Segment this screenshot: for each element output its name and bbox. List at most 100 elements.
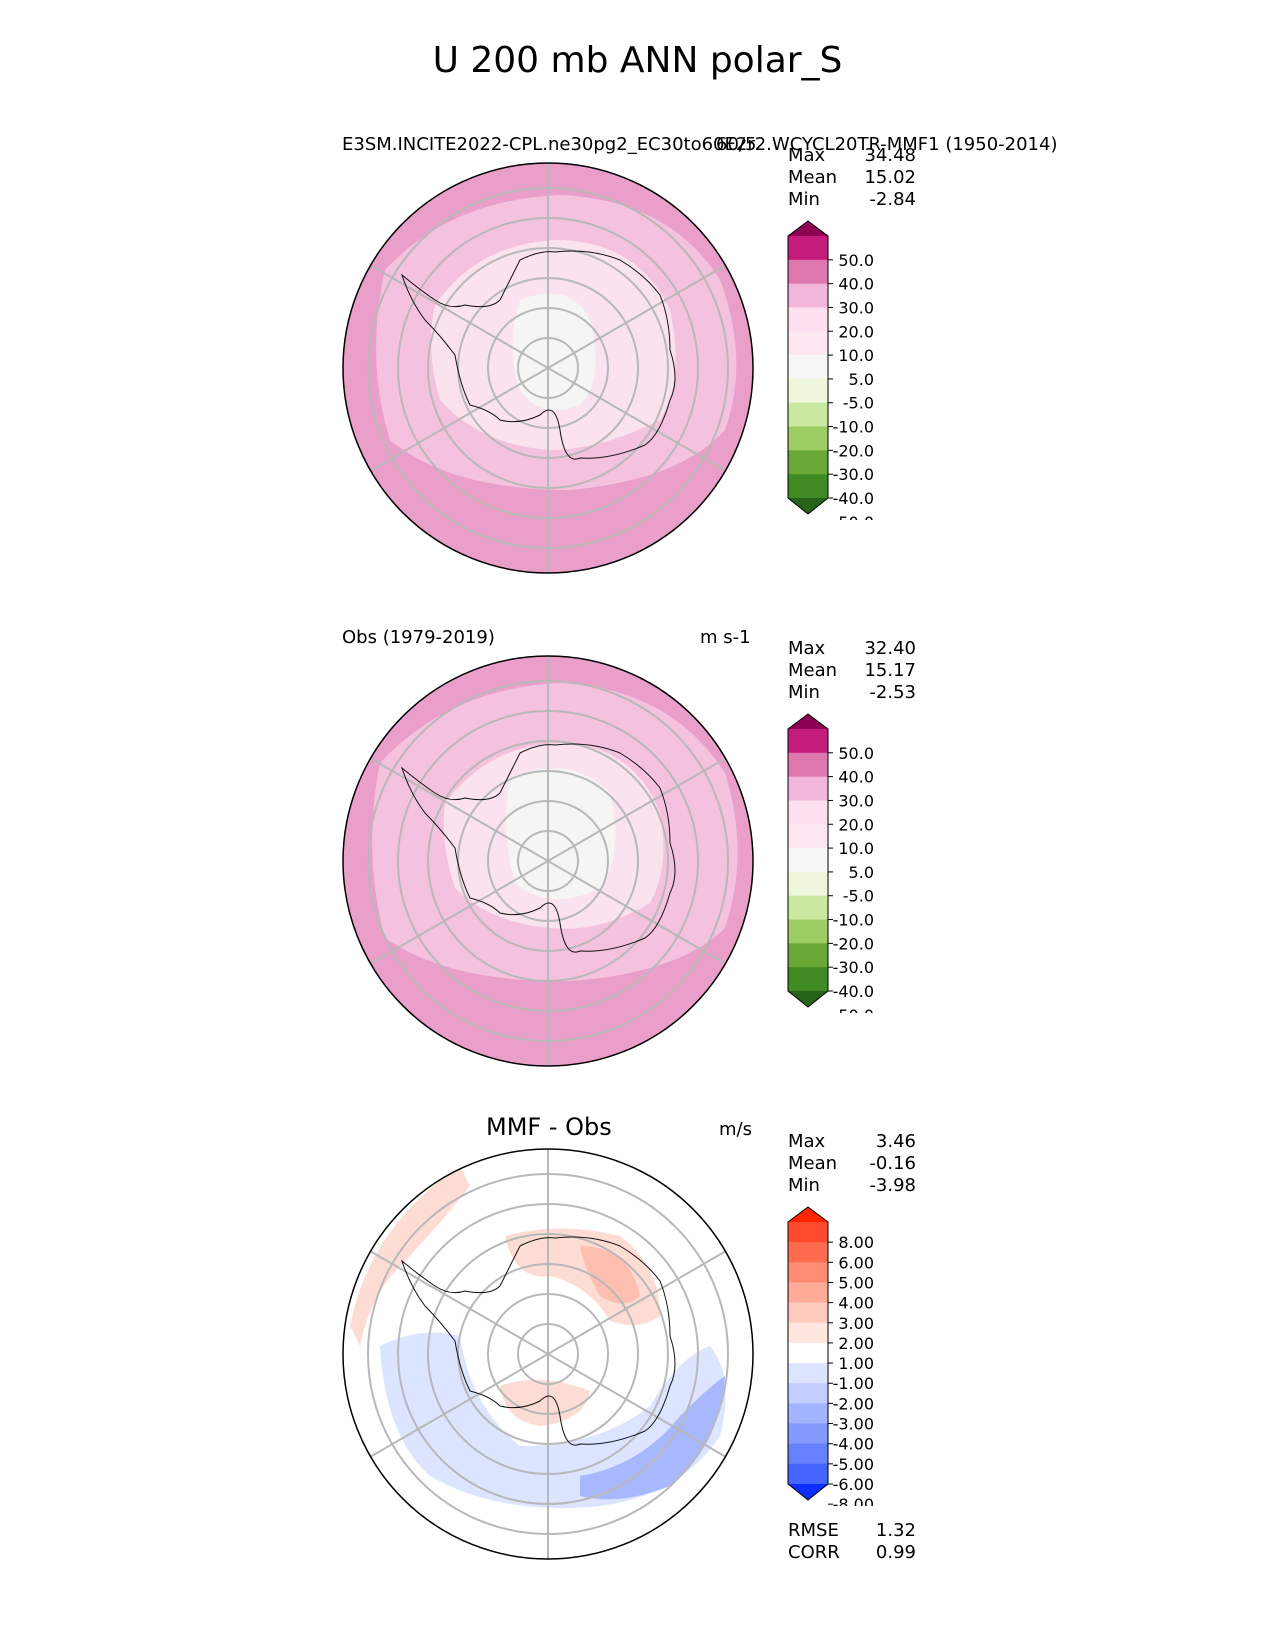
colorbar-segment <box>788 355 828 380</box>
model-stats: Max 34.48 Mean 15.02 Min -2.84 <box>788 145 916 211</box>
stat-label: Max <box>788 1131 826 1152</box>
colorbar-tick-label: 2.00 <box>838 1334 874 1353</box>
colorbar-segment <box>788 1322 828 1344</box>
colorbar-tick-label: -20.0 <box>833 441 874 460</box>
model-left-label: E3SM.INCITE2022-CPL.ne30pg2_EC30to60E2r2… <box>342 134 1058 155</box>
colorbar-tick-label: -2.00 <box>833 1394 874 1413</box>
stat-label: Mean <box>788 660 838 681</box>
stat-value: -2.53 <box>869 682 916 703</box>
colorbar-top-extend <box>788 221 828 236</box>
colorbar-segment <box>788 426 828 451</box>
colorbar-tick-label: -6.00 <box>833 1475 874 1494</box>
colorbar-segment <box>788 1222 828 1243</box>
colorbar-tick-label: 20.0 <box>838 322 874 341</box>
colorbar-segment <box>788 729 828 754</box>
stat-label: Max <box>788 145 826 166</box>
colorbar-tick-label: -8.00 <box>833 1495 874 1506</box>
colorbar-tick-label: 40.0 <box>838 768 874 787</box>
metric-value: 0.99 <box>875 1542 916 1563</box>
colorbar-tick-label: 10.0 <box>838 839 874 858</box>
stat-value: 34.48 <box>864 145 916 166</box>
graticule <box>367 656 729 1066</box>
colorbar-segment <box>788 283 828 308</box>
obs-stats: Max 32.40 Mean 15.17 Min -2.53 <box>788 638 916 704</box>
antarctica-coastline <box>400 1236 676 1446</box>
colorbar-tick-label: -50.0 <box>833 1006 874 1013</box>
colorbar-tick-label: 4.00 <box>838 1294 874 1313</box>
diff-center-label: MMF - Obs <box>486 1113 612 1141</box>
map-border <box>342 162 754 574</box>
stat-value: -0.16 <box>869 1153 916 1174</box>
colorbar-segment <box>788 236 828 261</box>
colorbar-bottom-extend <box>788 991 828 1007</box>
colorbar-segment <box>788 967 828 992</box>
antarctica-coastline <box>400 250 676 460</box>
diff-right-label: m/s <box>719 1119 752 1140</box>
colorbar-segment <box>788 943 828 968</box>
figure-title: U 200 mb ANN polar_S <box>432 40 843 81</box>
colorbar-segment <box>788 1242 828 1263</box>
colorbar-tick-label: 20.0 <box>838 815 874 834</box>
colorbar-segment <box>788 1262 828 1283</box>
metric-value: 1.32 <box>875 1520 916 1541</box>
stat-value: -3.98 <box>869 1175 916 1196</box>
diff-stats: Max 3.46 Mean -0.16 Min -3.98 <box>788 1131 916 1197</box>
colorbar-segment <box>788 776 828 801</box>
colorbar-tick-label: -30.0 <box>833 958 874 977</box>
antarctica-coastline <box>400 743 676 953</box>
colorbar-segment <box>788 1423 828 1445</box>
colorbar-segment <box>788 752 828 778</box>
colorbar-segment <box>788 1383 828 1404</box>
colorbar-segment <box>788 1463 828 1485</box>
diff-colorbar: 8.006.005.00 4.003.002.001.00-1.00-2.00 -3… <box>787 1206 874 1506</box>
colorbar-tick-label: -5.0 <box>843 394 874 413</box>
colorbar-tick-label: -10.0 <box>833 418 874 437</box>
colorbar-tick-label: 1.00 <box>838 1354 874 1373</box>
stat-label: Min <box>788 1175 820 1196</box>
colorbar-segment <box>788 824 828 849</box>
colorbar-tick-label: 50.0 <box>838 744 874 763</box>
band-0-5 <box>512 293 596 410</box>
diff-metrics: RMSE 1.32 CORR 0.99 <box>788 1520 916 1564</box>
colorbar-tick-label: -10.0 <box>833 911 874 930</box>
colorbar-segment <box>788 1443 828 1465</box>
colorbar-tick-label: -40.0 <box>833 982 874 1001</box>
graticule <box>367 163 729 573</box>
colorbar-tick-label: 5.00 <box>838 1273 874 1292</box>
colorbar-segment <box>788 1282 828 1304</box>
colorbar-top-extend <box>788 714 828 729</box>
colorbar-tick-label: 10.0 <box>838 346 874 365</box>
colorbar-tick-label: -40.0 <box>833 489 874 508</box>
colorbar-segment <box>788 800 828 825</box>
colorbar-tick-label: 6.00 <box>838 1253 874 1272</box>
model-colorbar: 50.0 40.0 30.0 20.0 10.0 5.0 -5.0 -10.0 -20.0 -30… <box>787 220 874 520</box>
colorbar-tick-label: -3.00 <box>833 1415 874 1434</box>
stat-value: -2.84 <box>869 189 916 210</box>
colorbar-tick-label: -1.00 <box>833 1374 874 1393</box>
colorbar-segment <box>788 1363 828 1384</box>
stat-label: Min <box>788 189 820 210</box>
colorbar-tick-label: -5.00 <box>833 1455 874 1474</box>
colorbar-segment <box>788 378 828 404</box>
graticule <box>367 1149 729 1559</box>
stat-value: 32.40 <box>864 638 916 659</box>
model-right-label: 60/5 <box>716 134 757 155</box>
obs-colorbar: 50.0 40.0 30.0 20.0 10.0 5.0 -5.0 -10.0 -20.0 -30… <box>787 713 874 1013</box>
map-border <box>342 655 754 1067</box>
colorbar-top-extend <box>788 1207 828 1222</box>
colorbar-segment <box>788 895 828 921</box>
colorbar-tick-label: -50.0 <box>833 513 874 520</box>
colorbar-segment <box>788 1302 828 1324</box>
colorbar-tick-label: -4.00 <box>833 1435 874 1454</box>
colorbar-segment <box>788 848 828 873</box>
colorbar-tick-label: 30.0 <box>838 791 874 810</box>
stat-label: Mean <box>788 1153 838 1174</box>
colorbar-segment <box>788 871 828 897</box>
diff-polar-map <box>342 1148 754 1560</box>
metric-label: RMSE <box>788 1520 839 1541</box>
colorbar-tick-label: -20.0 <box>833 934 874 953</box>
metric-label: CORR <box>788 1542 840 1563</box>
colorbar-tick-label: 30.0 <box>838 298 874 317</box>
obs-right-label: m s-1 <box>700 627 751 648</box>
stat-label: Mean <box>788 167 838 188</box>
